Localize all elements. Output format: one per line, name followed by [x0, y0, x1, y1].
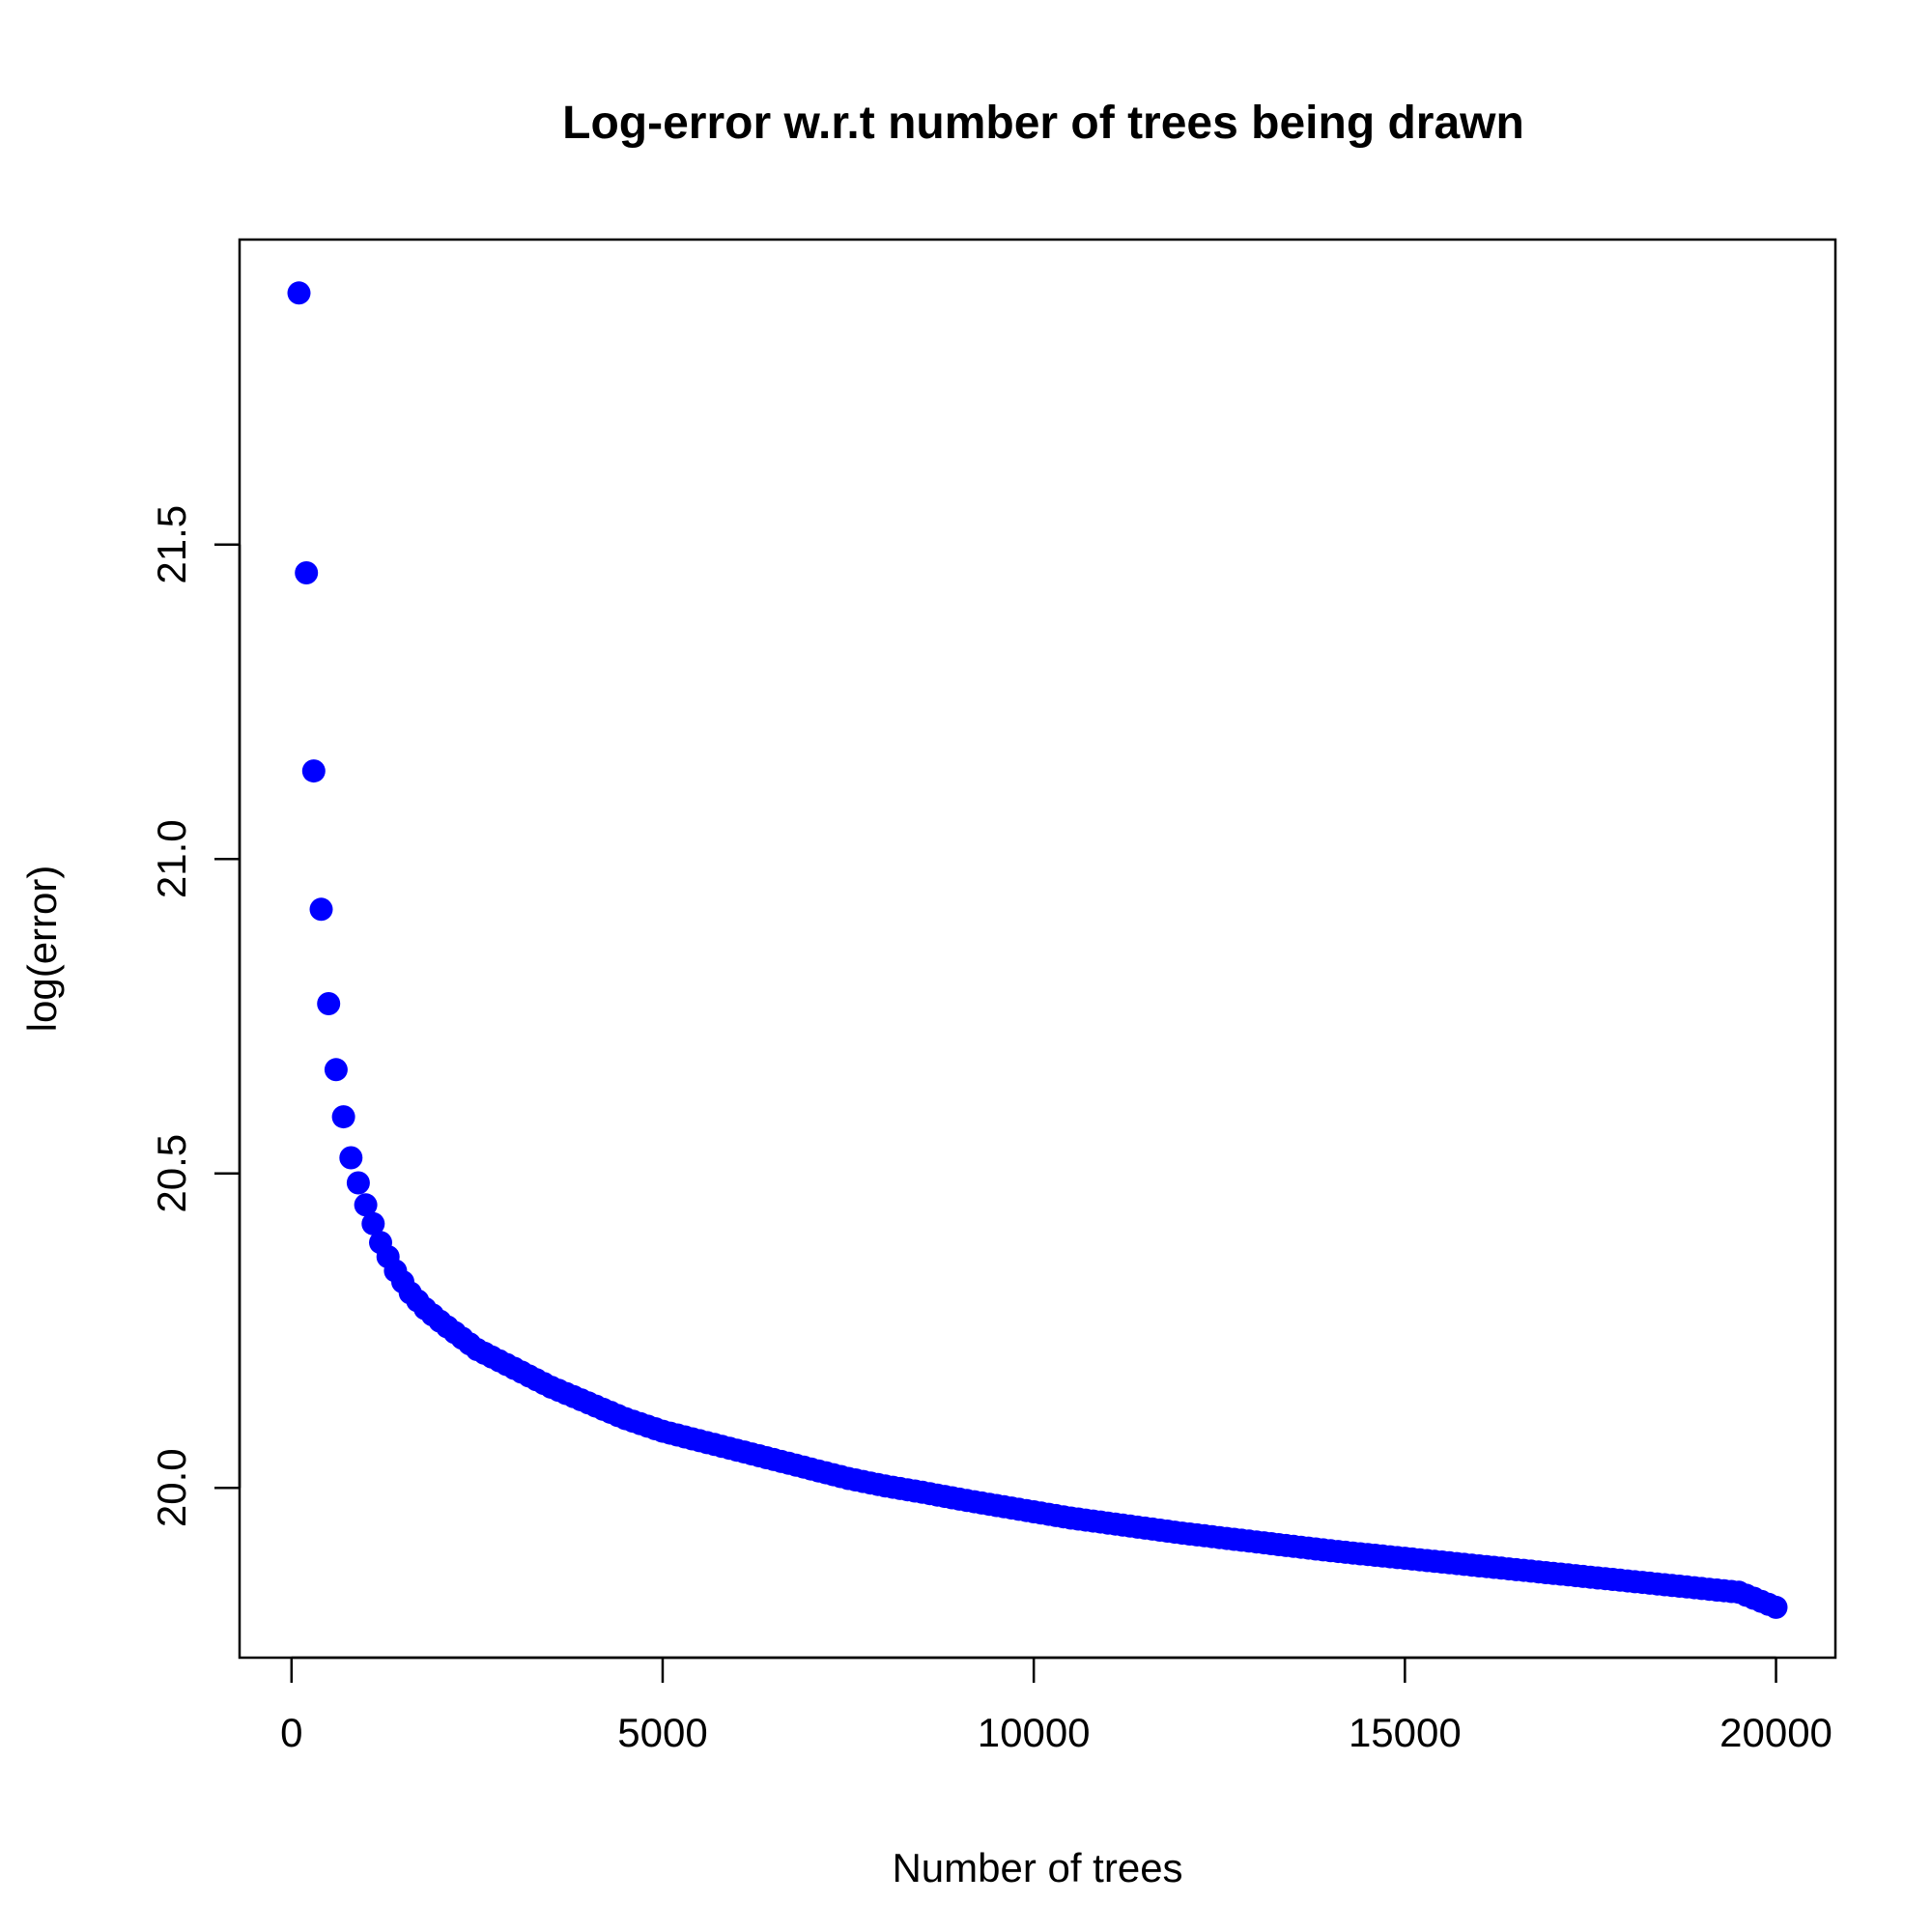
- data-point: [346, 1171, 370, 1195]
- y-tick-label: 21.0: [149, 819, 194, 898]
- data-point: [309, 897, 333, 922]
- x-tick-label: 0: [280, 1710, 302, 1755]
- data-point: [354, 1193, 378, 1217]
- data-point: [339, 1146, 363, 1170]
- data-point: [295, 561, 319, 584]
- x-tick-label: 5000: [617, 1710, 707, 1755]
- data-point: [361, 1211, 385, 1236]
- y-tick-label: 20.0: [149, 1448, 194, 1527]
- y-axis: 20.0 20.5 21.0 21.5: [149, 505, 242, 1527]
- x-tick-label: 10000: [978, 1710, 1091, 1755]
- y-tick-label: 21.5: [149, 505, 194, 584]
- x-tick-label: 20000: [1719, 1710, 1833, 1755]
- data-point: [1764, 1595, 1788, 1619]
- chart-title: Log-error w.r.t number of trees being dr…: [562, 98, 1524, 149]
- y-tick-label: 20.5: [149, 1134, 194, 1213]
- data-points: [287, 281, 1788, 1619]
- x-axis: 0 5000 10000 15000 20000: [280, 1656, 1833, 1755]
- y-axis-label: log(error): [19, 866, 65, 1033]
- data-point: [324, 1058, 348, 1082]
- data-point: [287, 281, 311, 305]
- data-point: [331, 1105, 355, 1129]
- x-axis-label: Number of trees: [892, 1845, 1182, 1890]
- x-tick-label: 15000: [1349, 1710, 1462, 1755]
- plot-frame: [238, 238, 1837, 1660]
- data-point: [317, 992, 341, 1015]
- data-point: [301, 759, 326, 783]
